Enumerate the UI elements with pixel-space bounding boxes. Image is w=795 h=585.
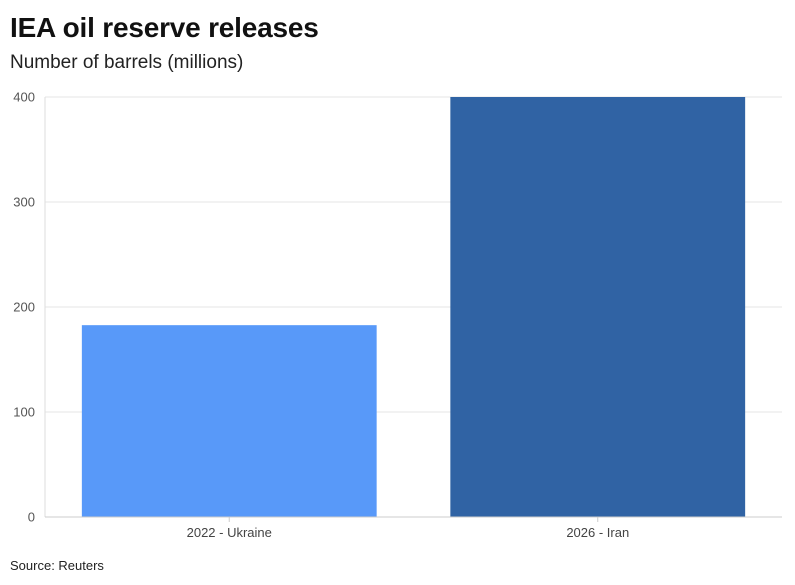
chart-subtitle: Number of barrels (millions) xyxy=(10,52,244,73)
bar-1 xyxy=(81,325,377,517)
y-tick-label: 0 xyxy=(28,510,35,525)
bar-2 xyxy=(450,97,746,517)
y-tick-label: 200 xyxy=(13,300,35,315)
chart-title: IEA oil reserve releases xyxy=(10,12,319,43)
source-note: Source: Reuters xyxy=(10,558,104,573)
axes xyxy=(44,97,782,522)
x-tick-label: 2026 - Iran xyxy=(566,525,629,540)
bars xyxy=(81,97,746,517)
y-tick-label: 400 xyxy=(13,90,35,105)
y-tick-label: 300 xyxy=(13,195,35,210)
x-tick-label: 2022 - Ukraine xyxy=(187,525,272,540)
y-tick-label: 100 xyxy=(13,405,35,420)
labels: 0 100 200 300 400 2022 - Ukraine 2026 - Iran xyxy=(13,90,629,541)
